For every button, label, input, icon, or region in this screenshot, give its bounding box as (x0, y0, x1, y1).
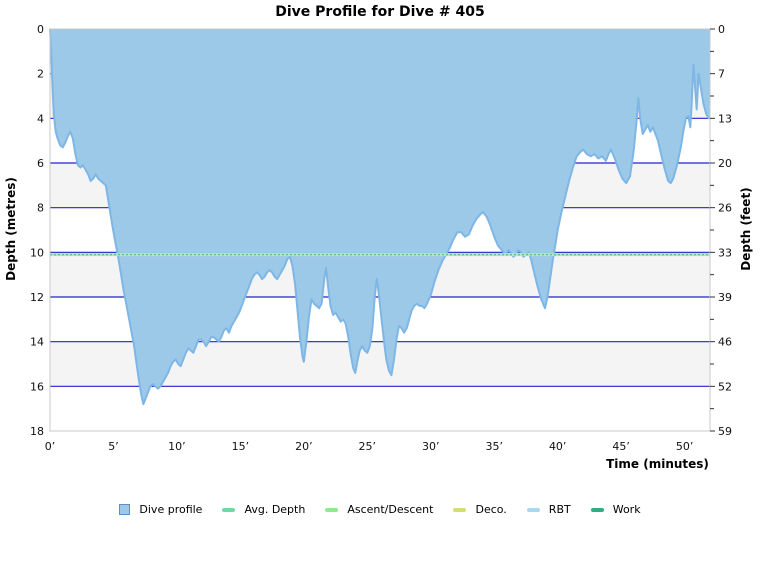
dive-profile-line (49, 28, 710, 406)
legend-item-dive-profile: Dive profile (119, 503, 202, 516)
legend: Dive profile Avg. Depth Ascent/Descent Deco… (0, 503, 760, 516)
time-tick-label: 45’ (612, 440, 630, 453)
legend-swatch-avg-depth (222, 507, 236, 512)
legend-swatch-rbt (526, 507, 540, 512)
y-axis-label-metres: Depth (metres) (4, 177, 18, 281)
legend-label-deco: Deco. (475, 503, 507, 516)
metres-tick-label: 6 (37, 157, 44, 170)
legend-item-deco: Deco. (453, 503, 507, 516)
y-axis-label-feet: Depth (feet) (739, 187, 753, 271)
metres-tick-label: 14 (30, 336, 44, 349)
time-tick-label: 0’ (45, 440, 56, 453)
feet-tick-label: 46 (718, 336, 732, 349)
time-tick-label: 10’ (168, 440, 186, 453)
chart-title: Dive Profile for Dive # 405 (275, 4, 485, 20)
time-tick-label: 25’ (359, 440, 377, 453)
metres-tick-label: 2 (37, 68, 44, 81)
feet-tick-label: 13 (718, 112, 732, 125)
feet-tick-label: 39 (718, 291, 732, 304)
metres-tick-label: 12 (30, 291, 44, 304)
legend-swatch-work (590, 507, 604, 512)
metres-tick-label: 0 (37, 23, 44, 36)
feet-tick-label: 52 (718, 380, 732, 393)
legend-swatch-ascent-descent (325, 507, 339, 512)
metres-tick-label: 16 (30, 380, 44, 393)
time-tick-label: 30’ (422, 440, 440, 453)
time-tick-label: 20’ (295, 440, 313, 453)
time-tick-label: 15’ (232, 440, 250, 453)
legend-label-rbt: RBT (548, 503, 571, 516)
time-tick-label: 40’ (549, 440, 567, 453)
feet-tick-label: 7 (718, 68, 725, 81)
legend-label-work: Work (612, 503, 641, 516)
legend-label-avg-depth: Avg. Depth (244, 503, 306, 516)
x-axis-label-time: Time (minutes) (606, 457, 709, 471)
metres-tick-label: 10 (30, 246, 44, 259)
time-tick-label: 50’ (676, 440, 694, 453)
time-tick-label: 35’ (485, 440, 503, 453)
metres-tick-label: 18 (30, 425, 44, 438)
metres-tick-label: 4 (37, 112, 44, 125)
legend-item-work: Work (590, 503, 641, 516)
feet-tick-label: 26 (718, 202, 732, 215)
feet-tick-label: 0 (718, 23, 725, 36)
dive-profile-area (50, 29, 710, 405)
time-tick-label: 5’ (108, 440, 119, 453)
feet-tick-label: 59 (718, 425, 732, 438)
feet-tick-label: 33 (718, 246, 732, 259)
legend-label-dive-profile: Dive profile (139, 503, 203, 516)
legend-swatch-dive-profile (119, 504, 131, 515)
legend-label-ascent-descent: Ascent/Descent (347, 503, 434, 516)
legend-item-ascent-descent: Ascent/Descent (325, 503, 433, 516)
metres-tick-label: 8 (37, 202, 44, 215)
legend-item-avg-depth: Avg. Depth (222, 503, 305, 516)
legend-swatch-deco (453, 507, 467, 512)
legend-item-rbt: RBT (526, 503, 571, 516)
feet-tick-label: 20 (718, 157, 732, 170)
